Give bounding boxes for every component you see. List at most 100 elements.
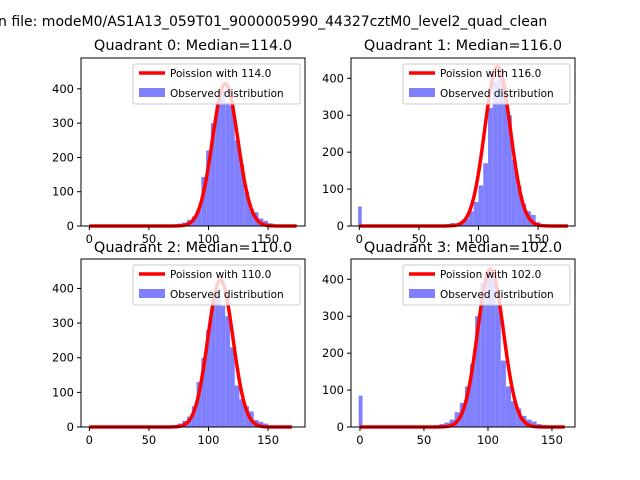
- quadrant-1-panel: Quadrant 1: Median=116.0 0 50 100 150 0 100 20…: [322, 38, 576, 246]
- x-tick-label: 100: [468, 232, 490, 246]
- y-tick-label: 100: [52, 385, 74, 399]
- y-tick-label: 200: [52, 351, 74, 365]
- histogram-bars: [167, 290, 269, 427]
- x-tick-label: 100: [198, 433, 220, 447]
- observed-bar: [511, 401, 517, 427]
- x-tick-label: 50: [142, 433, 157, 447]
- y-tick-label: 200: [322, 145, 344, 159]
- observed-bar: [521, 203, 527, 226]
- observed-bar: [488, 107, 493, 226]
- legend-box: [402, 63, 571, 105]
- figure-suptitle: n file: modeM0/AS1A13_059T01_9000005990_…: [0, 14, 547, 30]
- observed-bar: [196, 208, 202, 226]
- observed-bar: [516, 408, 522, 427]
- y-tick-label: 400: [322, 71, 344, 85]
- observed-bar: [475, 316, 481, 427]
- y-tick-label: 200: [322, 346, 344, 360]
- y-tick-label: 300: [322, 108, 344, 122]
- poisson-curve: [88, 81, 298, 228]
- observed-bar: [191, 406, 197, 427]
- legend-label-poisson: Poission with 110.0: [170, 269, 271, 281]
- legend-box: [132, 63, 301, 105]
- observed-bar: [470, 364, 476, 427]
- legend-box: [132, 264, 301, 306]
- observed-bar: [358, 206, 362, 226]
- panel-title: Quadrant 0: Median=114.0: [94, 38, 292, 54]
- observed-bar: [497, 74, 503, 227]
- observed-bar: [234, 385, 240, 427]
- observed-bar: [464, 386, 471, 427]
- legend-swatch-observed: [139, 289, 165, 298]
- observed-bar: [464, 218, 469, 226]
- observed-bar: [229, 347, 235, 427]
- y-tick-label: 100: [322, 383, 344, 397]
- observed-bar: [206, 150, 211, 226]
- x-tick-label: 150: [541, 433, 563, 447]
- legend-label-observed: Observed distribution: [170, 88, 284, 100]
- observed-bar: [201, 357, 207, 427]
- observed-bar: [505, 386, 511, 427]
- observed-bar: [206, 330, 211, 427]
- legend-label-observed: Observed distribution: [440, 88, 554, 100]
- observed-bar: [531, 421, 537, 427]
- observed-bar: [239, 399, 245, 427]
- observed-bar: [530, 214, 536, 226]
- quadrant-3-panel: Quadrant 3: Median=102.0 0 50 100 150 0 100 20…: [322, 240, 576, 447]
- observed-bar: [490, 279, 496, 427]
- observed-bar: [507, 115, 512, 226]
- observed-bar: [500, 360, 506, 427]
- legend-label-poisson: Poission with 116.0: [440, 68, 541, 80]
- observed-bar: [220, 90, 226, 226]
- x-tick-label: 0: [356, 232, 363, 246]
- observed-bar: [210, 302, 216, 427]
- x-tick-label: 150: [257, 433, 279, 447]
- legend-label-observed: Observed distribution: [440, 289, 554, 301]
- x-tick-label: 100: [477, 433, 499, 447]
- y-tick-label: 0: [337, 219, 344, 233]
- observed-bar: [210, 123, 216, 226]
- observed-bar: [478, 185, 484, 226]
- y-tick-label: 200: [52, 150, 74, 164]
- observed-bar: [196, 381, 202, 427]
- observed-bar: [483, 163, 489, 226]
- observed-bar: [239, 164, 245, 226]
- panel-title: Quadrant 2: Median=110.0: [94, 240, 292, 256]
- legend-label-observed: Observed distribution: [170, 289, 284, 301]
- legend-swatch-observed: [409, 289, 435, 298]
- y-tick-label: 0: [337, 420, 344, 434]
- observed-bar: [225, 102, 230, 226]
- observed-bar: [220, 305, 226, 427]
- y-tick-label: 100: [322, 182, 344, 196]
- x-tick-label: 150: [257, 232, 279, 246]
- observed-bar: [516, 185, 522, 226]
- histogram-bars: [172, 90, 278, 226]
- axes-frame: [80, 57, 306, 227]
- y-tick-label: 0: [67, 219, 74, 233]
- x-tick-label: 0: [356, 433, 363, 447]
- histogram-bars: [358, 74, 550, 227]
- observed-bar: [485, 271, 491, 427]
- y-tick-label: 100: [52, 185, 74, 199]
- observed-bar: [249, 208, 254, 226]
- observed-bar: [511, 159, 517, 226]
- observed-bar: [215, 102, 221, 226]
- observed-bar: [468, 211, 474, 226]
- observed-bar: [258, 421, 264, 427]
- legend-box: [402, 264, 571, 306]
- quadrant-2-panel: Quadrant 2: Median=110.0 0 50 100 150 0 100 20…: [52, 240, 306, 447]
- axes-frame: [350, 57, 576, 227]
- legend-swatch-observed: [139, 88, 165, 97]
- x-tick-label: 0: [86, 232, 93, 246]
- quadrant-0-panel: Quadrant 0: Median=114.0 0 50 100 150 0 100 20…: [52, 38, 306, 246]
- legend-swatch-observed: [409, 88, 435, 97]
- x-tick-label: 50: [417, 433, 432, 447]
- y-tick-label: 0: [67, 420, 74, 434]
- observed-bar: [473, 202, 479, 226]
- y-tick-label: 400: [52, 281, 74, 295]
- x-tick-label: 100: [198, 232, 220, 246]
- observed-bar: [215, 290, 221, 427]
- y-tick-label: 400: [52, 82, 74, 96]
- x-tick-label: 50: [412, 232, 427, 246]
- y-tick-label: 400: [322, 272, 344, 286]
